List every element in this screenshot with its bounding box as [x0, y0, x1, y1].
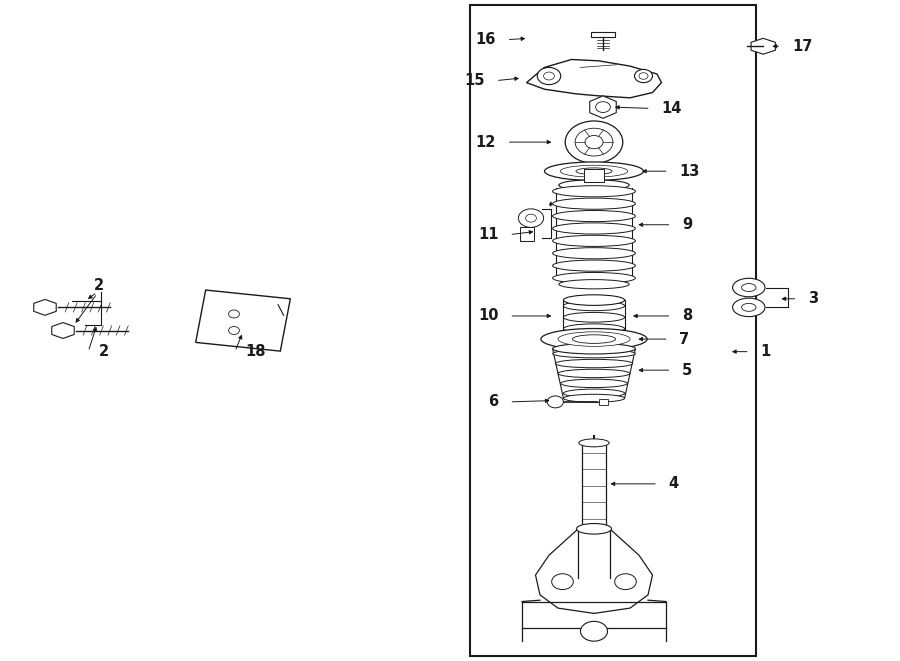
- Ellipse shape: [553, 198, 635, 210]
- Ellipse shape: [742, 284, 756, 292]
- Text: 6: 6: [489, 395, 499, 409]
- Text: 15: 15: [464, 73, 485, 88]
- Circle shape: [580, 621, 608, 641]
- Circle shape: [518, 209, 544, 227]
- Text: 4: 4: [669, 477, 679, 491]
- Ellipse shape: [733, 298, 765, 317]
- Ellipse shape: [577, 524, 612, 534]
- Bar: [520, 227, 534, 241]
- Circle shape: [615, 574, 636, 590]
- Ellipse shape: [563, 301, 625, 311]
- Text: 3: 3: [808, 292, 818, 306]
- Ellipse shape: [553, 248, 635, 259]
- Ellipse shape: [553, 210, 635, 221]
- Ellipse shape: [553, 350, 635, 358]
- Circle shape: [229, 310, 239, 318]
- Text: 7: 7: [680, 332, 689, 346]
- Ellipse shape: [563, 330, 625, 339]
- Ellipse shape: [559, 180, 629, 190]
- Ellipse shape: [742, 303, 756, 311]
- Circle shape: [552, 574, 573, 590]
- Ellipse shape: [558, 332, 630, 346]
- Text: 14: 14: [662, 101, 682, 116]
- Ellipse shape: [576, 168, 612, 175]
- Ellipse shape: [563, 394, 625, 402]
- Ellipse shape: [563, 324, 625, 334]
- Circle shape: [634, 69, 652, 83]
- Ellipse shape: [563, 389, 625, 397]
- Polygon shape: [52, 323, 74, 338]
- Text: 8: 8: [682, 309, 692, 323]
- Text: 9: 9: [682, 217, 692, 232]
- Ellipse shape: [563, 295, 625, 305]
- Ellipse shape: [544, 162, 644, 180]
- Text: 18: 18: [246, 344, 266, 359]
- Ellipse shape: [560, 165, 628, 177]
- Ellipse shape: [553, 260, 635, 271]
- Circle shape: [229, 327, 239, 334]
- Circle shape: [575, 128, 613, 156]
- Polygon shape: [526, 59, 662, 98]
- Bar: [584, 169, 604, 182]
- Ellipse shape: [555, 360, 633, 368]
- Ellipse shape: [563, 313, 625, 322]
- Ellipse shape: [558, 369, 630, 377]
- Circle shape: [596, 102, 610, 112]
- Bar: [598, 399, 608, 405]
- Bar: [195, 290, 291, 351]
- Text: 1: 1: [760, 344, 770, 359]
- Circle shape: [544, 72, 554, 80]
- Ellipse shape: [559, 280, 629, 289]
- Polygon shape: [751, 38, 776, 54]
- Bar: [470, 5, 756, 656]
- Circle shape: [639, 73, 648, 79]
- Text: 11: 11: [478, 227, 499, 242]
- Ellipse shape: [541, 329, 647, 350]
- Text: 16: 16: [475, 32, 496, 47]
- Bar: [582, 443, 606, 529]
- Ellipse shape: [733, 278, 765, 297]
- Text: 2: 2: [99, 344, 109, 359]
- Ellipse shape: [572, 335, 616, 344]
- Ellipse shape: [553, 186, 635, 197]
- Circle shape: [526, 214, 536, 222]
- Text: 10: 10: [478, 309, 499, 323]
- Text: 2: 2: [94, 278, 104, 293]
- Ellipse shape: [553, 344, 635, 354]
- Circle shape: [565, 121, 623, 163]
- Ellipse shape: [553, 235, 635, 247]
- Ellipse shape: [553, 223, 635, 234]
- Text: 5: 5: [682, 363, 692, 377]
- Ellipse shape: [553, 272, 635, 284]
- Text: 12: 12: [475, 135, 496, 149]
- Polygon shape: [590, 96, 616, 118]
- Circle shape: [585, 136, 603, 149]
- Polygon shape: [34, 299, 56, 315]
- Text: 13: 13: [680, 164, 700, 178]
- Circle shape: [537, 67, 561, 85]
- Circle shape: [547, 396, 563, 408]
- Bar: [591, 32, 615, 37]
- Text: 17: 17: [792, 39, 813, 54]
- Ellipse shape: [579, 439, 609, 447]
- Ellipse shape: [561, 379, 627, 387]
